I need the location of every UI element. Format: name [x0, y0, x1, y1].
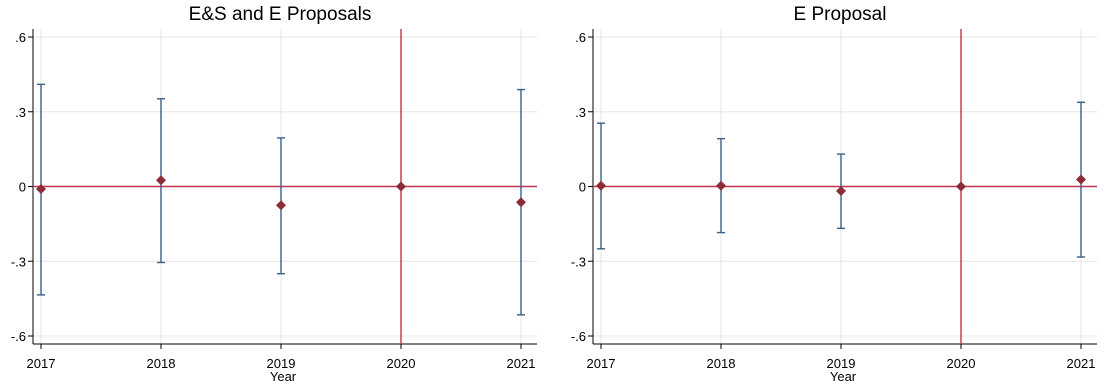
chart-title: E Proposal: [793, 4, 887, 25]
chart-panel-left: E&S and E Proposals .6 .3 0 -.3 -.6 2017 2018 2…: [11, 4, 537, 384]
x-tick-label: 2019: [827, 356, 856, 371]
y-tick-label: 0: [579, 180, 586, 195]
x-tick-label: 2017: [587, 356, 616, 371]
y-tick-label: 0: [19, 180, 26, 195]
point-estimate-marker: [596, 180, 606, 191]
y-tick-label: -.3: [571, 254, 586, 269]
x-tick-label: 2020: [947, 356, 976, 371]
x-axis-title: Year: [270, 369, 297, 384]
y-tick-label: -.6: [11, 329, 26, 344]
point-estimate-marker: [156, 175, 166, 186]
point-estimate-marker: [956, 181, 966, 192]
y-tick-label: .3: [15, 105, 26, 120]
x-tick-label: 2021: [507, 356, 536, 371]
x-tick-label: 2018: [147, 356, 176, 371]
y-tick-label: .6: [15, 30, 26, 45]
x-axis-title: Year: [830, 369, 857, 384]
x-tick-label: 2021: [1067, 356, 1096, 371]
point-estimate-marker: [836, 185, 846, 196]
chart-panel-right: E Proposal .6 .3 0 -.3 -.6 2017 2018 2019 2020 20…: [560, 0, 1120, 386]
point-estimate-marker: [516, 197, 526, 208]
point-estimate-marker: [1076, 174, 1086, 185]
x-tick-label: 2017: [27, 356, 56, 371]
chart-title: E&S and E Proposals: [188, 4, 372, 25]
y-tick-label: -.6: [571, 329, 586, 344]
x-tick-label: 2019: [267, 356, 296, 371]
point-estimate-marker: [716, 180, 726, 191]
x-tick-label: 2020: [387, 356, 416, 371]
point-estimate-marker: [36, 183, 46, 194]
y-tick-label: -.3: [11, 254, 26, 269]
x-tick-label: 2018: [707, 356, 736, 371]
y-tick-label: .3: [575, 105, 586, 120]
y-tick-label: .6: [575, 30, 586, 45]
point-estimate-marker: [396, 181, 406, 192]
point-estimate-marker: [276, 200, 286, 211]
